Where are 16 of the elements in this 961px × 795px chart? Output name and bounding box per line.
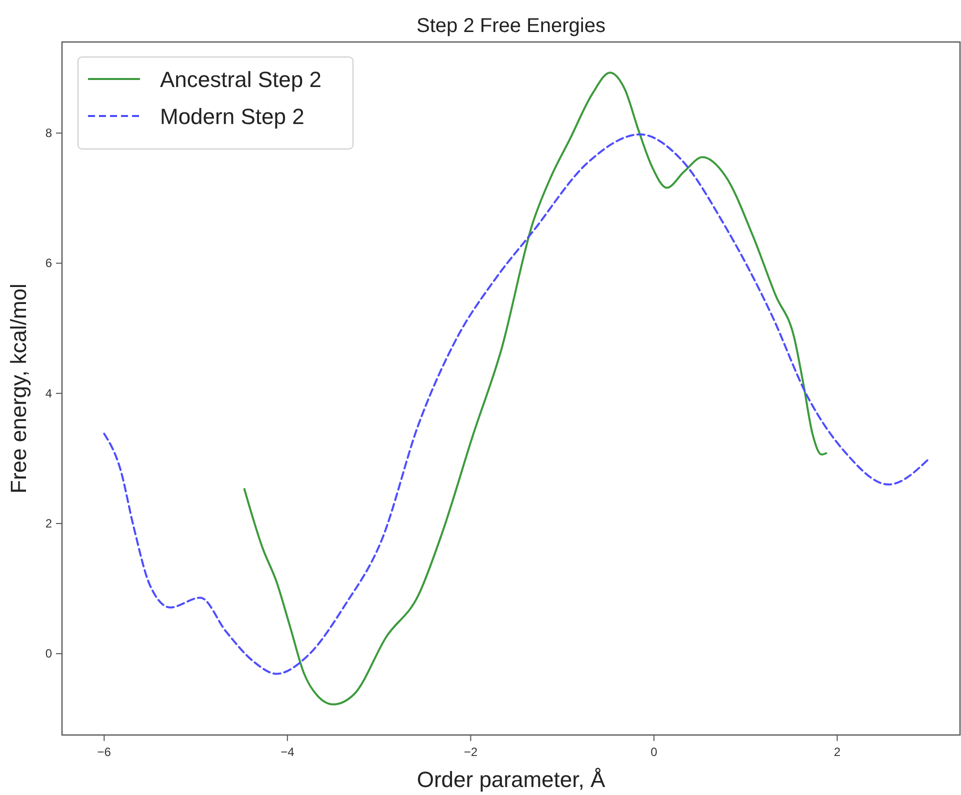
x-axis-title: Order parameter, Å — [416, 767, 606, 792]
x-tick-label: −2 — [464, 745, 478, 759]
x-tick-label: −6 — [97, 745, 112, 759]
x-tick-label: 2 — [834, 745, 841, 759]
legend-label: Modern Step 2 — [160, 104, 304, 129]
chart-title: Step 2 Free Energies — [416, 15, 606, 37]
x-tick-label: 0 — [650, 745, 658, 759]
y-tick-label: 4 — [45, 386, 52, 400]
y-tick-label: 2 — [45, 516, 52, 531]
y-tick-label: 8 — [45, 126, 52, 140]
y-axis-title: Free energy, kcal/mol — [6, 284, 31, 494]
legend-label: Ancestral Step 2 — [160, 67, 322, 92]
y-tick-label: 0 — [45, 646, 52, 661]
y-tick-label: 6 — [45, 256, 52, 270]
x-tick-label: −4 — [280, 745, 295, 759]
line-series — [103, 133, 929, 675]
